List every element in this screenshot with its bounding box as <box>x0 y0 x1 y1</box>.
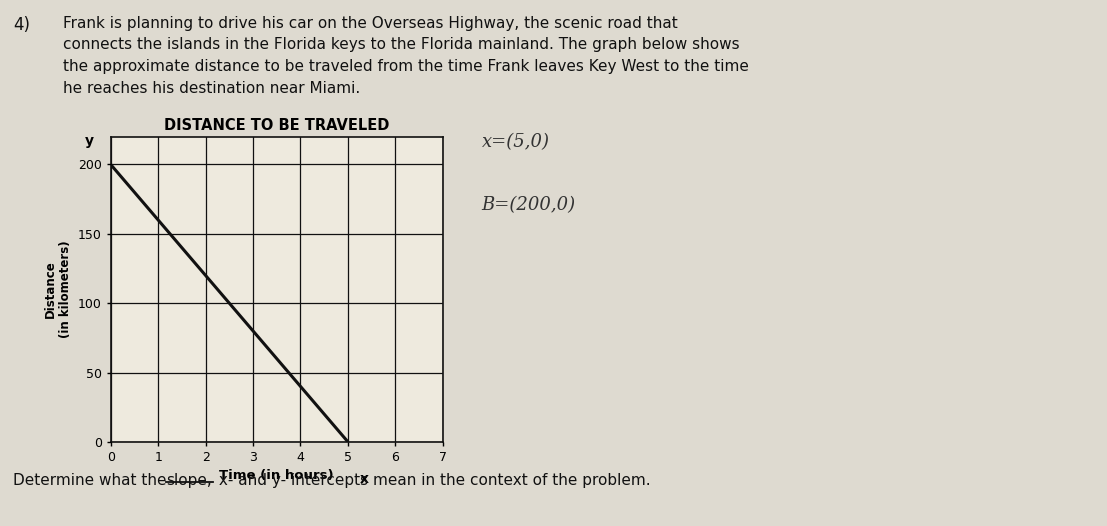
Title: DISTANCE TO BE TRAVELED: DISTANCE TO BE TRAVELED <box>164 118 390 133</box>
Text: x: x <box>360 472 369 487</box>
Y-axis label: Distance
(in kilometers): Distance (in kilometers) <box>44 240 72 338</box>
Text: 4): 4) <box>13 16 30 34</box>
Text: slope,: slope, <box>166 473 211 489</box>
Text: y: y <box>85 134 94 148</box>
Text: x- and y- intercepts mean in the context of the problem.: x- and y- intercepts mean in the context… <box>214 473 650 489</box>
Text: B=(200,0): B=(200,0) <box>482 196 576 215</box>
Text: Frank is planning to drive his car on the Overseas Highway, the scenic road that: Frank is planning to drive his car on th… <box>63 16 749 96</box>
Text: x=(5,0): x=(5,0) <box>482 133 549 151</box>
Text: Determine what the: Determine what the <box>13 473 172 489</box>
X-axis label: Time (in hours): Time (in hours) <box>219 469 334 482</box>
